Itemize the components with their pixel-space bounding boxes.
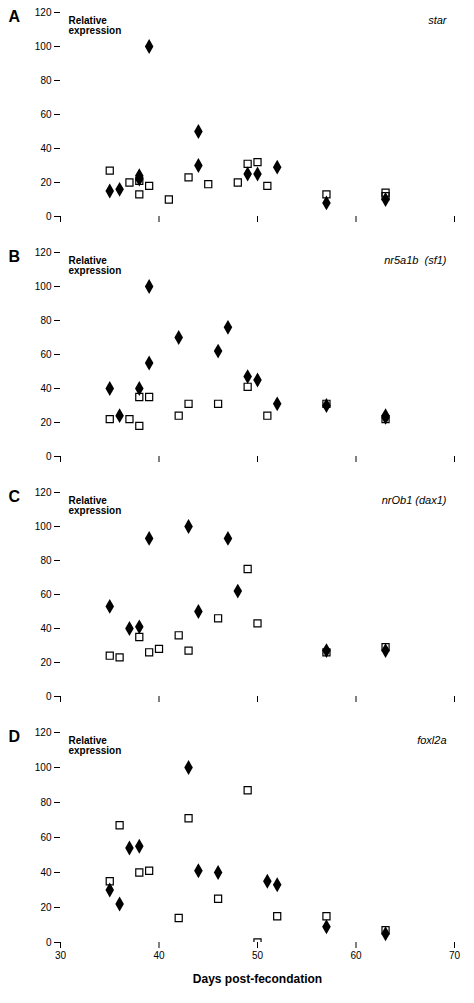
svg-text:Relativeexpression: Relativeexpression <box>69 495 122 516</box>
svg-text:Relativeexpression: Relativeexpression <box>69 735 122 756</box>
svg-text:D: D <box>9 728 21 745</box>
svg-text:40: 40 <box>40 383 52 394</box>
svg-text:120: 120 <box>35 7 52 18</box>
svg-text:foxl2a: foxl2a <box>417 734 446 746</box>
svg-text:nr5a1b (sf1): nr5a1b (sf1) <box>384 254 447 266</box>
svg-text:0: 0 <box>46 691 52 702</box>
svg-text:60: 60 <box>350 950 362 961</box>
svg-text:Days post-fecondation: Days post-fecondation <box>193 972 322 986</box>
svg-text:nrOb1 (dax1): nrOb1 (dax1) <box>382 494 447 506</box>
svg-text:100: 100 <box>35 762 52 773</box>
svg-text:120: 120 <box>35 247 52 258</box>
svg-text:100: 100 <box>35 521 52 532</box>
svg-text:80: 80 <box>40 315 52 326</box>
svg-text:20: 20 <box>40 177 52 188</box>
svg-text:40: 40 <box>153 950 165 961</box>
svg-text:20: 20 <box>40 657 52 668</box>
svg-text:50: 50 <box>252 950 264 961</box>
svg-text:120: 120 <box>35 487 52 498</box>
svg-text:C: C <box>9 488 21 505</box>
svg-text:60: 60 <box>40 832 52 843</box>
svg-text:20: 20 <box>40 902 52 913</box>
svg-text:100: 100 <box>35 281 52 292</box>
svg-text:0: 0 <box>46 451 52 462</box>
svg-text:A: A <box>9 8 21 25</box>
svg-text:0: 0 <box>46 937 52 948</box>
svg-text:40: 40 <box>40 623 52 634</box>
svg-text:40: 40 <box>40 143 52 154</box>
svg-text:star: star <box>428 14 448 26</box>
svg-text:Relativeexpression: Relativeexpression <box>69 255 122 276</box>
svg-text:60: 60 <box>40 109 52 120</box>
svg-text:80: 80 <box>40 797 52 808</box>
svg-text:60: 60 <box>40 589 52 600</box>
svg-text:120: 120 <box>35 727 52 738</box>
svg-text:Relativeexpression: Relativeexpression <box>69 15 122 36</box>
svg-text:30: 30 <box>55 950 67 961</box>
svg-text:70: 70 <box>449 950 461 961</box>
svg-text:100: 100 <box>35 41 52 52</box>
svg-text:40: 40 <box>40 867 52 878</box>
svg-text:80: 80 <box>40 555 52 566</box>
svg-text:20: 20 <box>40 417 52 428</box>
svg-text:60: 60 <box>40 349 52 360</box>
svg-text:B: B <box>9 248 21 265</box>
svg-text:80: 80 <box>40 75 52 86</box>
svg-text:0: 0 <box>46 211 52 222</box>
